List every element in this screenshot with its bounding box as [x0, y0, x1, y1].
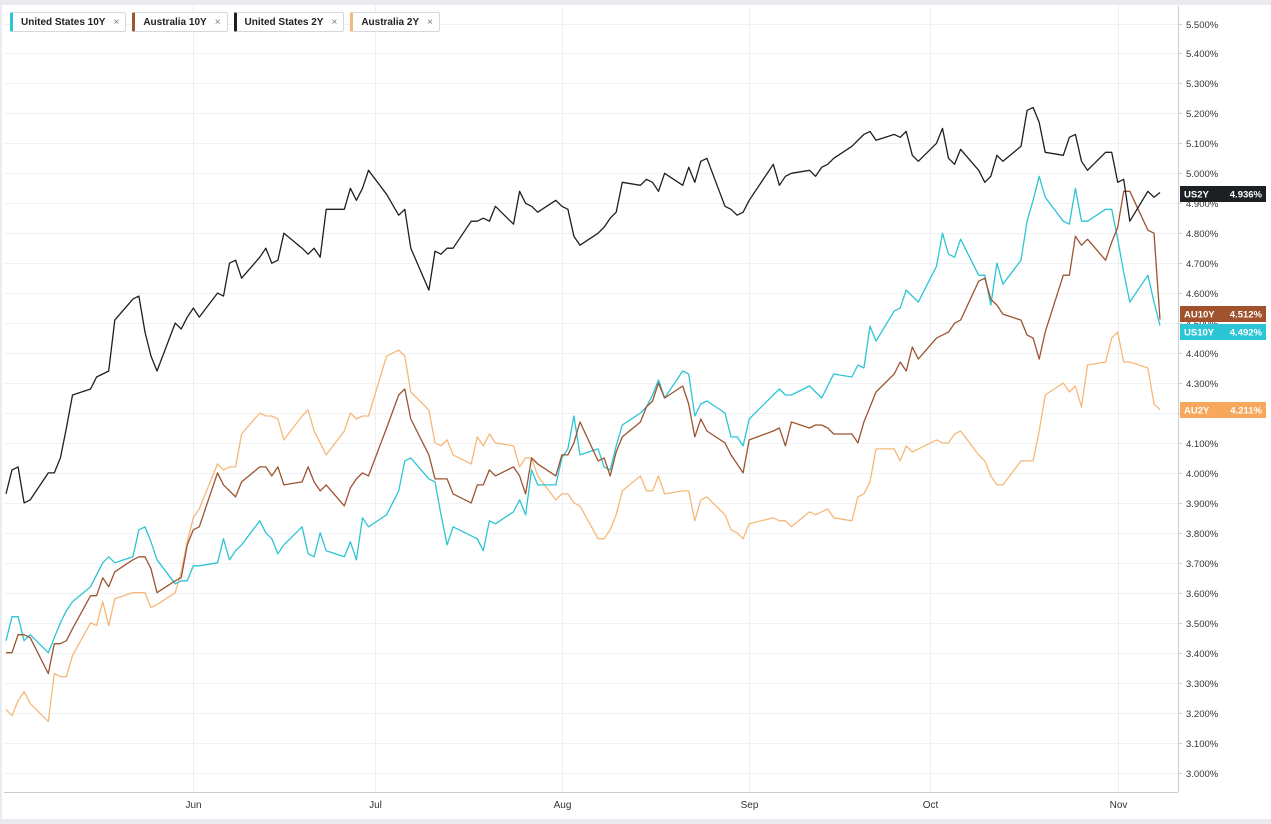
series-line-us10y [5, 175, 1161, 654]
legend-chip-united-states-2y[interactable]: United States 2Y × [233, 12, 345, 32]
price-tag-symbol: US10Y [1184, 328, 1215, 339]
price-tag-symbol: AU2Y [1184, 406, 1210, 417]
series-lines [5, 106, 1161, 723]
legend-chip-label: United States 10Y [21, 16, 106, 28]
y-tick-label: 3.900% [1186, 499, 1219, 510]
y-tick-label: 4.400% [1186, 349, 1219, 360]
close-icon[interactable]: × [427, 16, 433, 28]
y-tick-label: 4.100% [1186, 439, 1219, 450]
y-tick-label: 3.500% [1186, 619, 1219, 630]
price-tag-value: 4.936% [1230, 190, 1263, 201]
y-tick-label: 5.000% [1186, 169, 1219, 180]
price-tag-value: 4.512% [1230, 310, 1263, 321]
x-tick-label: Nov [1110, 800, 1128, 811]
x-tick-label: Oct [923, 800, 939, 811]
x-tick-label: Jun [185, 800, 201, 811]
grid [4, 6, 1178, 792]
axes: 3.000% 3.100% 3.200% 3.300% 3.400% 3.500% 3.60… [4, 6, 1219, 811]
y-tick-label: 5.400% [1186, 49, 1219, 60]
price-tag-background [1180, 324, 1266, 340]
legend-chip-australia-2y[interactable]: Australia 2Y × [350, 12, 440, 32]
series-line-us2y [5, 106, 1161, 504]
legend-chip-label: Australia 2Y [361, 16, 420, 28]
legend-chip-label: Australia 10Y [143, 16, 207, 28]
price-tag-us2y: US2Y 4.936% [1180, 186, 1266, 202]
y-tick-label: 4.000% [1186, 469, 1219, 480]
y-tick-label: 3.700% [1186, 559, 1219, 570]
price-tag-au10y: AU10Y 4.512% [1180, 306, 1266, 322]
y-tick-label: 5.300% [1186, 79, 1219, 90]
price-tag-value: 4.492% [1230, 328, 1263, 339]
price-tags: US2Y 4.936% AU10Y 4.512% US10Y 4.492% AU2Y 4.21… [1180, 186, 1266, 418]
close-icon[interactable]: × [214, 16, 221, 28]
y-tick-label: 3.100% [1186, 739, 1219, 750]
price-tag-au2y: AU2Y 4.211% [1180, 402, 1266, 418]
y-tick-label: 3.600% [1186, 589, 1219, 600]
y-tick-label: 4.300% [1186, 379, 1219, 390]
y-tick-label: 5.500% [1186, 20, 1219, 31]
price-tag-symbol: US2Y [1184, 190, 1209, 201]
y-tick-label: 4.700% [1186, 259, 1219, 270]
x-tick-label: Jul [369, 800, 382, 811]
series-line-au10y [6, 190, 1161, 675]
y-tick-label: 5.200% [1186, 109, 1219, 120]
x-tick-label: Aug [554, 800, 572, 811]
y-tick-label: 3.300% [1186, 679, 1219, 690]
legend-chip-australia-10y[interactable]: Australia 10Y × [132, 12, 228, 32]
price-tag-value: 4.211% [1230, 406, 1262, 417]
y-tick-label: 3.800% [1186, 529, 1219, 540]
y-tick-label: 3.200% [1186, 709, 1219, 720]
legend: United States 10Y × Australia 10Y × Unit… [10, 12, 440, 32]
y-tick-label: 4.900% [1186, 199, 1219, 210]
y-tick-label: 3.400% [1186, 649, 1219, 660]
price-tag-us10y: US10Y 4.492% [1180, 324, 1266, 340]
legend-chip-united-states-10y[interactable]: United States 10Y × [10, 12, 127, 32]
price-tag-symbol: AU10Y [1184, 310, 1215, 321]
price-tag-background [1180, 306, 1266, 322]
y-tick-label: 4.600% [1186, 289, 1219, 300]
price-tag-background [1180, 186, 1266, 202]
price-tag-background [1180, 402, 1266, 418]
y-tick-label: 4.800% [1186, 229, 1219, 240]
y-tick-label: 5.100% [1186, 139, 1219, 150]
y-tick-label: 3.000% [1186, 769, 1219, 780]
series-line-au2y [5, 331, 1161, 723]
legend-chip-label: United States 2Y [244, 16, 324, 28]
close-icon[interactable]: × [113, 16, 120, 28]
close-icon[interactable]: × [331, 16, 338, 28]
x-tick-label: Sep [741, 800, 759, 811]
